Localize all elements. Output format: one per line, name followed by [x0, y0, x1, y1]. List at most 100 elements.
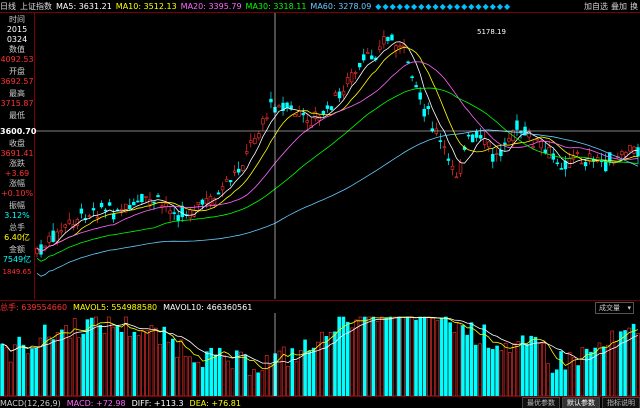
- volume-bar: [354, 319, 359, 396]
- candle: [241, 165, 245, 171]
- optimal-params-button[interactable]: 最优参数: [522, 397, 560, 408]
- volume-bar: [345, 321, 350, 396]
- volume-bar: [98, 324, 103, 396]
- candle: [366, 52, 370, 54]
- volume-bar: [311, 347, 316, 396]
- time-label: 时间: [9, 15, 25, 24]
- value: 4092.53: [0, 55, 34, 64]
- indicator-select[interactable]: 成交量 ▾: [595, 302, 634, 314]
- ma-lines-group: [36, 41, 639, 277]
- volume-bar: [631, 323, 636, 396]
- candle: [180, 205, 184, 218]
- candle: [228, 180, 233, 183]
- volume-bar: [623, 330, 627, 396]
- candle: [491, 153, 495, 162]
- candle: [160, 205, 164, 208]
- candle: [152, 201, 156, 204]
- volume-bar: [614, 341, 619, 396]
- candle: [341, 90, 346, 96]
- candle: [301, 113, 305, 116]
- volume-bar: [576, 365, 580, 396]
- candle: [269, 98, 273, 103]
- volume-bar: [188, 356, 192, 396]
- candle: [386, 36, 390, 42]
- volume-bar: [636, 333, 640, 396]
- amt-label: 金额: [9, 245, 25, 254]
- diff-value: DIFF: +113.3: [131, 398, 184, 408]
- ma-legend-item: MA20: 3395.79: [180, 1, 242, 11]
- candle: [136, 200, 140, 203]
- volume-bar: [277, 350, 282, 396]
- candle: [628, 145, 632, 152]
- candle: [454, 176, 459, 179]
- volume-bar: [601, 346, 606, 396]
- candle: [349, 72, 354, 83]
- candle: [604, 160, 608, 172]
- volume-bar: [281, 346, 286, 396]
- volume-bar: [64, 325, 68, 396]
- candle: [176, 215, 180, 222]
- volume-bar: [456, 323, 461, 396]
- ma-legend: MA5: 3631.21 MA10: 3512.13 MA20: 3395.79 MA…: [56, 2, 375, 11]
- volume-bar: [171, 338, 175, 396]
- volume-bar: [162, 326, 167, 396]
- candle: [442, 146, 447, 149]
- default-params-button[interactable]: 默认参数: [562, 397, 600, 408]
- volume-bar: [439, 318, 444, 396]
- add-watchlist-button[interactable]: 加自选: [584, 1, 608, 11]
- quote-info-panel: 时间 2015 0324 数值 4092.53 开盘 3692.57 最高 37…: [0, 13, 37, 299]
- candle: [111, 213, 116, 220]
- candle: [265, 117, 269, 120]
- candle: [196, 201, 201, 206]
- volume-bar: [43, 324, 47, 396]
- volume-bar: [307, 350, 312, 396]
- volume-bar: [264, 355, 269, 396]
- ma-line-20: [36, 61, 639, 252]
- volume-bar: [606, 345, 610, 396]
- candle: [555, 162, 560, 165]
- candle: [394, 45, 398, 51]
- volume-bar: [392, 316, 397, 396]
- volume-bar: [286, 365, 290, 396]
- chart-header: 日线 上证指数 MA5: 3631.21 MA10: 3512.13 MA20: 3…: [0, 0, 640, 13]
- candle: [285, 102, 289, 109]
- volume-bar: [124, 316, 128, 396]
- indicator-help-button[interactable]: 指标说明: [602, 397, 640, 408]
- overlay-button[interactable]: 叠加: [611, 1, 627, 11]
- volume-bar: [520, 335, 525, 396]
- volume-bar: [119, 331, 124, 396]
- volume-bar: [431, 317, 435, 396]
- more-indicators-icon[interactable]: ◆◆◆◆◆◆◆◆◆◆◆◆◆◆◆◆◆◆◆: [375, 1, 512, 11]
- volume-bar: [328, 332, 333, 396]
- volume-bar: [77, 337, 81, 396]
- volume-bar: [546, 363, 551, 396]
- volume-chart[interactable]: [0, 313, 640, 396]
- volume-bar: [627, 327, 632, 396]
- volume-bar: [68, 337, 73, 396]
- switch-button[interactable]: 换: [630, 1, 638, 11]
- volume-header: 总手: 639554660 MAVOL5: 554988580 MAVOL10:…: [0, 300, 640, 314]
- candle: [67, 219, 71, 224]
- volume-bar: [111, 326, 115, 396]
- volume-bar: [597, 342, 602, 396]
- period-label[interactable]: 日线: [0, 1, 16, 11]
- high-label: 最高: [9, 89, 25, 98]
- candle: [236, 168, 241, 173]
- candle: [587, 153, 592, 161]
- candle: [547, 146, 551, 159]
- volume-bar: [269, 364, 273, 396]
- volume-bar: [542, 343, 546, 396]
- mavol5-label: MAVOL5: 554988580: [73, 302, 158, 312]
- candle: [51, 230, 55, 242]
- candles-group: [35, 30, 640, 258]
- candle: [329, 106, 334, 111]
- candlestick-chart[interactable]: 5178.19: [35, 13, 640, 299]
- crosshair-price: 3600.70: [0, 127, 37, 137]
- mavol-line-5: [1, 316, 639, 370]
- volume-bar: [60, 329, 64, 396]
- volume-bar: [256, 372, 260, 396]
- vol-label: 总手: [9, 223, 25, 232]
- candle: [220, 186, 225, 191]
- volume-bar: [422, 316, 427, 396]
- volume-bar: [47, 336, 51, 396]
